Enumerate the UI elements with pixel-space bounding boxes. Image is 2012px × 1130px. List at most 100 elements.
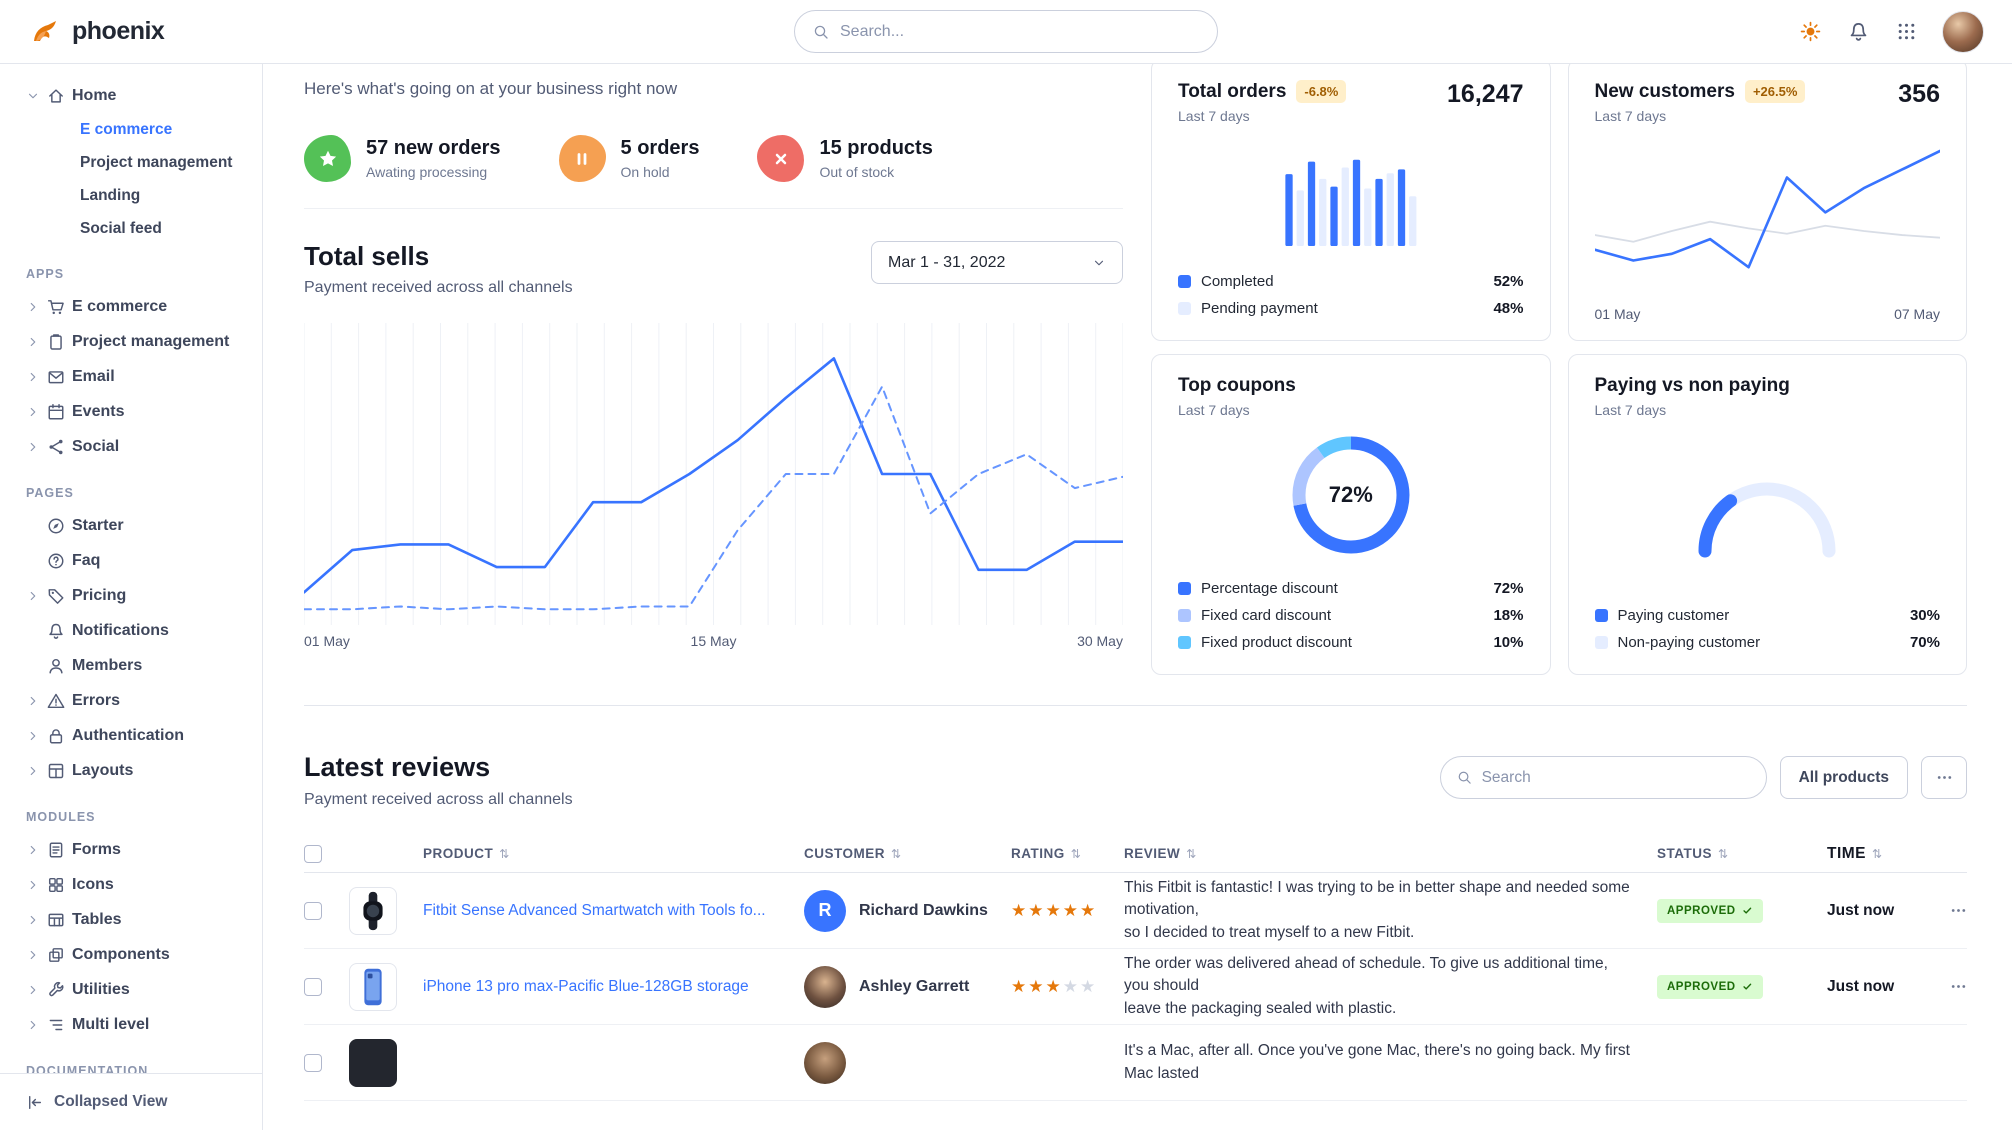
card-title: Total orders [1178, 80, 1287, 102]
row-actions-icon[interactable] [1950, 978, 1967, 995]
status-badge: APPROVED [1657, 974, 1763, 999]
column-product[interactable]: PRODUCT [423, 846, 510, 861]
product-image-smartwatch [349, 886, 397, 935]
sidebar-item-utilities[interactable]: Utilities [26, 972, 248, 1007]
sidebar-item-forms[interactable]: Forms [26, 832, 248, 867]
caret-right-icon [26, 694, 40, 708]
caret-right-icon [26, 1018, 40, 1032]
sidebar-item-social[interactable]: Social [26, 429, 248, 464]
total-sells-subtitle: Payment received across all channels [304, 279, 573, 296]
sidebar-item-home-project-management[interactable]: Project management [80, 153, 233, 171]
row-checkbox[interactable] [304, 977, 322, 996]
product-image-mac [349, 1038, 397, 1087]
sidebar-item-layouts[interactable]: Layouts [26, 753, 248, 788]
sidebar-item-authentication[interactable]: Authentication [26, 718, 248, 753]
global-search-input[interactable] [840, 22, 1199, 41]
share-icon [47, 438, 65, 456]
sidebar-item-home-ecommerce[interactable]: E commerce [80, 120, 173, 138]
sidebar-item-errors[interactable]: Errors [26, 683, 248, 718]
reviews-tools: All products [1439, 756, 1967, 799]
wrench-icon [47, 981, 65, 999]
review-time: Just now [1827, 901, 1895, 919]
sidebar-item-icons[interactable]: Icons [26, 867, 248, 902]
total-orders-chart [1178, 124, 1524, 268]
new-customers-value: 356 [1898, 80, 1940, 108]
rating-stars: ★★★★★ [1011, 900, 1098, 920]
paying-legend: Paying customer 30% Non-paying customer 70… [1594, 602, 1940, 656]
column-review[interactable]: REVIEW [1124, 846, 1197, 861]
caret-right-icon [26, 589, 40, 603]
caret-right-icon [26, 843, 40, 857]
sidebar-item-events[interactable]: Events [26, 394, 248, 429]
check-icon [1742, 905, 1753, 916]
sidebar-section-pages: PAGES [26, 486, 74, 500]
brand-logo[interactable]: phoenix [28, 15, 165, 49]
caret-right-icon [26, 983, 40, 997]
caret-spacer [26, 519, 40, 533]
card-title: Paying vs non paying [1594, 375, 1790, 396]
legend-swatch [1594, 636, 1608, 649]
user-avatar[interactable] [1942, 10, 1984, 53]
rating-stars: ★★★★★ [1011, 976, 1098, 996]
sidebar-item-faq[interactable]: Faq [26, 543, 248, 578]
sidebar-item-home-social-feed[interactable]: Social feed [80, 219, 162, 237]
row-checkbox[interactable] [304, 1053, 322, 1072]
sidebar-item-members[interactable]: Members [26, 648, 248, 683]
notifications-button[interactable] [1838, 12, 1878, 52]
sidebar-item-starter[interactable]: Starter [26, 508, 248, 543]
reviews-search-input[interactable] [1481, 768, 1750, 787]
sidebar-item-components[interactable]: Components [26, 937, 248, 972]
select-all-checkbox[interactable] [304, 844, 322, 863]
date-range-select[interactable]: Mar 1 - 31, 2022 [871, 241, 1123, 284]
row-actions-icon[interactable] [1950, 902, 1967, 919]
reviews-more-button[interactable] [1921, 756, 1967, 799]
column-customer[interactable]: CUSTOMER [804, 846, 902, 861]
stats-row: 57 new orders Awating processing 5 order… [304, 135, 1123, 209]
stat-new-orders: 57 new orders Awating processing [304, 135, 501, 182]
apps-menu-button[interactable] [1886, 12, 1926, 52]
sidebar-item-home-landing[interactable]: Landing [80, 186, 141, 204]
clipboard-icon [47, 333, 65, 351]
sidebar-item-tables[interactable]: Tables [26, 902, 248, 937]
sidebar-item-project-management-app[interactable]: Project management [26, 324, 248, 359]
product-link[interactable]: Fitbit Sense Advanced Smartwatch with To… [423, 901, 766, 919]
theme-toggle-button[interactable] [1790, 12, 1830, 52]
sidebar-item-notifications[interactable]: Notifications [26, 613, 248, 648]
customer-name: Ashley Garrett [859, 977, 970, 995]
lock-icon [47, 727, 65, 745]
caret-right-icon [26, 729, 40, 743]
caret-spacer [26, 554, 40, 568]
card-title: New customers [1594, 80, 1735, 102]
customer-avatar [804, 965, 846, 1008]
reviews-search [1439, 756, 1767, 799]
sidebar-item-email[interactable]: Email [26, 359, 248, 394]
product-link[interactable]: iPhone 13 pro max-Pacific Blue-128GB sto… [423, 977, 749, 995]
collapsed-view-toggle[interactable]: Collapsed View [0, 1073, 262, 1130]
row-checkbox[interactable] [304, 901, 322, 920]
tag-icon [47, 587, 65, 605]
search-icon [1457, 770, 1472, 785]
donut-center-label: 72% [1328, 481, 1373, 507]
caret-right-icon [26, 440, 40, 454]
review-text: This Fitbit is fantastic! I was trying t… [1124, 878, 1630, 941]
reviews-title: Latest reviews [304, 752, 491, 782]
global-search [794, 10, 1218, 53]
reviews-table: PRODUCT CUSTOMER RATING REVIEW STATUS TI… [304, 835, 1967, 1101]
mail-icon [47, 368, 65, 386]
sidebar-item-pricing[interactable]: Pricing [26, 578, 248, 613]
sidebar-item-home[interactable]: Home [26, 78, 248, 113]
sidebar-item-ecommerce-app[interactable]: E commerce [26, 289, 248, 324]
column-status[interactable]: STATUS [1657, 846, 1729, 861]
all-products-button[interactable]: All products [1779, 756, 1908, 799]
sidebar-nav: Home E commerce Project management Landi… [0, 64, 262, 1074]
column-time[interactable]: TIME [1827, 845, 1883, 862]
topbar: phoenix [0, 0, 2012, 64]
new-customers-chart [1594, 124, 1940, 306]
caret-right-icon [26, 405, 40, 419]
total-orders-card: Total orders -6.8% Last 7 days 16,247 Co… [1151, 59, 1551, 341]
top-coupons-legend: Percentage discount 72% Fixed card discou… [1178, 575, 1524, 656]
sidebar-item-multi-level[interactable]: Multi level [26, 1007, 248, 1042]
table-row: iPhone 13 pro max-Pacific Blue-128GB sto… [304, 949, 1967, 1025]
column-rating[interactable]: RATING [1011, 846, 1081, 861]
